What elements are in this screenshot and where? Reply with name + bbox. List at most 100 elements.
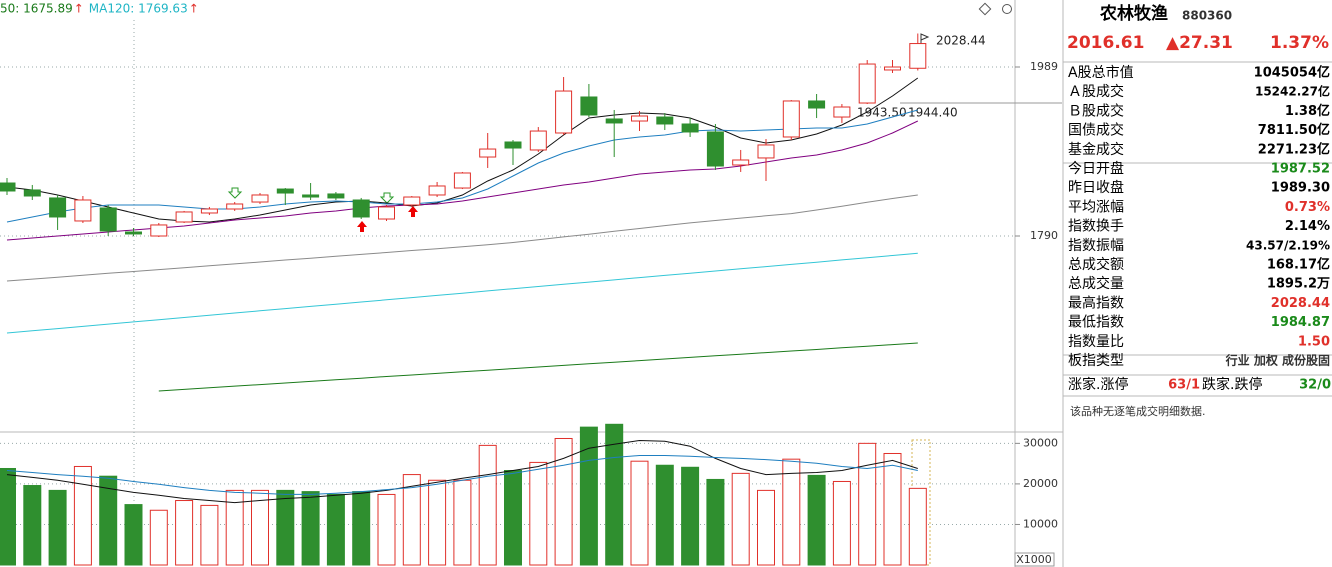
candle-body bbox=[403, 196, 421, 206]
volume-bar bbox=[883, 452, 902, 566]
row-label: 指数量比 bbox=[1068, 334, 1124, 350]
row-label: 总成交额 bbox=[1068, 256, 1124, 273]
icon-circle[interactable] bbox=[1002, 4, 1012, 14]
y-tick-label: 30000 bbox=[1023, 436, 1058, 449]
volume-bar bbox=[453, 479, 472, 566]
row-label: 国债成交 bbox=[1068, 122, 1124, 139]
volume-bar bbox=[554, 437, 573, 566]
candle-body bbox=[833, 106, 851, 118]
note: 该品种无逐笔成交明细数据. bbox=[1070, 404, 1206, 418]
candle-body bbox=[200, 208, 218, 214]
candle-body bbox=[479, 148, 497, 158]
candle-body bbox=[631, 115, 648, 122]
volume-bar bbox=[377, 493, 396, 566]
row-value: 2028.44 bbox=[1271, 296, 1330, 311]
volume-bar bbox=[301, 491, 320, 566]
ma-label: 50: 1675.89 bbox=[0, 2, 73, 16]
y-tick-label: 10000 bbox=[1023, 517, 1058, 530]
row-value: 2.14% bbox=[1285, 219, 1330, 234]
candle-body bbox=[453, 172, 471, 189]
candle-body bbox=[352, 199, 370, 218]
candle-body bbox=[808, 100, 826, 109]
candle-body bbox=[681, 123, 699, 133]
unit-label: X1000 bbox=[1016, 553, 1052, 566]
candle-body bbox=[555, 90, 573, 134]
candle-body bbox=[23, 189, 41, 197]
unit-box bbox=[1014, 552, 1055, 567]
volume-bar bbox=[326, 493, 345, 566]
ma-line bbox=[6, 252, 918, 334]
volume-bar bbox=[908, 487, 927, 566]
candle-body bbox=[74, 199, 92, 222]
volume-bar bbox=[124, 504, 143, 566]
volume-bar bbox=[630, 460, 649, 566]
volume-bar bbox=[681, 466, 700, 566]
volume-bar bbox=[478, 444, 497, 566]
volume-bar bbox=[706, 478, 725, 566]
volume-bar bbox=[832, 480, 851, 566]
row-label: 板指类型 bbox=[1068, 353, 1124, 369]
row-value: 1989.30 bbox=[1271, 181, 1330, 196]
row-value: 15242.27亿 bbox=[1255, 84, 1330, 99]
ma-line bbox=[158, 342, 918, 392]
candle-body bbox=[302, 194, 320, 198]
volume-bar bbox=[0, 467, 16, 566]
candle-body bbox=[175, 211, 193, 223]
price: 2016.61 bbox=[1067, 33, 1144, 53]
candle-body bbox=[732, 159, 750, 166]
change: ▲27.31 bbox=[1166, 33, 1233, 53]
annotation: 1944.40 bbox=[908, 106, 958, 120]
row-label: Ｂ股成交 bbox=[1068, 102, 1124, 119]
instrument-code: 880360 bbox=[1182, 9, 1232, 23]
row-label: 总成交量 bbox=[1068, 275, 1124, 292]
row-value: 63/1 bbox=[1168, 378, 1200, 393]
candle-body bbox=[150, 224, 168, 237]
volume-bar bbox=[504, 470, 522, 566]
volume-bar bbox=[251, 489, 269, 566]
ma-arrow: ↑ bbox=[189, 2, 199, 16]
annotation: 1943.50 bbox=[857, 106, 907, 120]
row-value: 1895.2万 bbox=[1267, 277, 1330, 292]
signal-down bbox=[227, 187, 243, 199]
instrument-name: 农林牧渔 bbox=[1099, 3, 1168, 24]
volume-bar bbox=[276, 489, 295, 566]
candle-body bbox=[858, 63, 876, 104]
candle-body bbox=[276, 188, 294, 194]
candle-body bbox=[378, 206, 395, 220]
row-label: 最低指数 bbox=[1068, 315, 1124, 331]
icon-diamond[interactable] bbox=[978, 2, 992, 16]
y-tick-label: 1790 bbox=[1030, 229, 1058, 242]
candle-body bbox=[529, 130, 547, 151]
row-label: 昨日收盘 bbox=[1068, 179, 1124, 196]
volume-bar bbox=[73, 465, 92, 566]
candle-body bbox=[428, 185, 446, 196]
annotation: 2028.44 bbox=[936, 34, 986, 48]
y-tick-label: 20000 bbox=[1023, 477, 1058, 490]
flag bbox=[920, 33, 930, 44]
row-label: 平均涨幅 bbox=[1068, 199, 1124, 215]
signal-down bbox=[379, 192, 395, 204]
row-label: 指数换手 bbox=[1068, 218, 1124, 235]
candle-body bbox=[49, 197, 67, 218]
volume-bar bbox=[99, 475, 118, 566]
ma-arrow: ↑ bbox=[74, 2, 84, 16]
row-value: 0.73% bbox=[1285, 200, 1330, 215]
volume-bar bbox=[757, 489, 775, 566]
row-value: 1987.52 bbox=[1271, 162, 1330, 177]
candle-body bbox=[782, 100, 800, 138]
row-value: 1984.87 bbox=[1271, 315, 1330, 330]
row-value: 1045054亿 bbox=[1254, 65, 1330, 81]
row-value: 行业 加权 成份股固 bbox=[1225, 353, 1330, 368]
ma-line bbox=[6, 194, 918, 282]
volume-bar bbox=[225, 489, 244, 566]
candle-body bbox=[251, 194, 269, 203]
volume-bar bbox=[807, 474, 826, 566]
candle-body bbox=[757, 144, 775, 159]
row-label: A股总市值 bbox=[1068, 64, 1134, 81]
candle-body bbox=[99, 207, 117, 232]
row-label: 涨家.涨停 bbox=[1068, 376, 1128, 393]
candle-body bbox=[125, 231, 142, 235]
volume-bar bbox=[352, 491, 371, 566]
